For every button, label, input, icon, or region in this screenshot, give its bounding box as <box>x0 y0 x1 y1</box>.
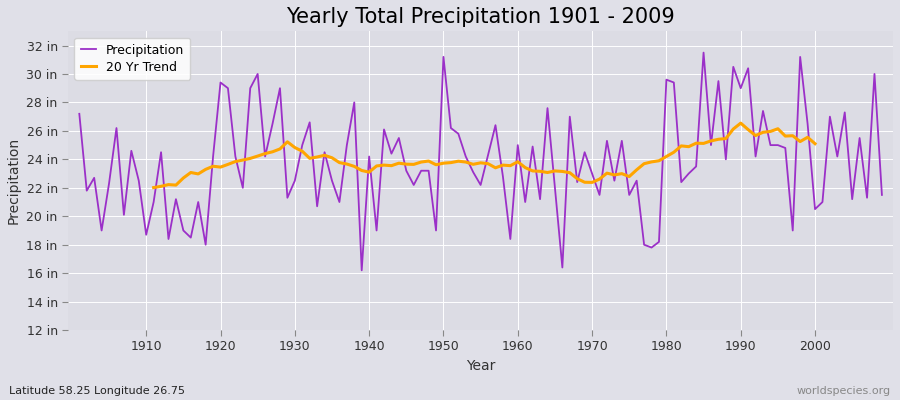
20 Yr Trend <box>698 141 709 146</box>
20 Yr Trend <box>713 137 724 142</box>
Y-axis label: Precipitation: Precipitation <box>7 137 21 224</box>
20 Yr Trend <box>788 133 798 138</box>
Precipitation <box>74 112 85 116</box>
20 Yr Trend <box>735 121 746 126</box>
Line: Precipitation: Precipitation <box>79 53 882 270</box>
20 Yr Trend <box>349 164 360 169</box>
20 Yr Trend <box>609 172 620 177</box>
X-axis label: Year: Year <box>466 359 495 373</box>
20 Yr Trend <box>810 141 821 146</box>
Text: worldspecies.org: worldspecies.org <box>796 386 891 396</box>
Precipitation <box>297 143 308 148</box>
Precipitation <box>341 143 352 148</box>
Precipitation <box>512 143 523 148</box>
Precipitation <box>698 50 709 55</box>
Precipitation <box>609 178 620 183</box>
Legend: Precipitation, 20 Yr Trend: Precipitation, 20 Yr Trend <box>75 38 190 80</box>
Line: 20 Yr Trend: 20 Yr Trend <box>154 123 815 188</box>
Precipitation <box>520 200 531 204</box>
20 Yr Trend <box>238 158 248 162</box>
20 Yr Trend <box>148 185 159 190</box>
Title: Yearly Total Precipitation 1901 - 2009: Yearly Total Precipitation 1901 - 2009 <box>286 7 675 27</box>
Text: Latitude 58.25 Longitude 26.75: Latitude 58.25 Longitude 26.75 <box>9 386 185 396</box>
Precipitation <box>356 268 367 273</box>
Precipitation <box>133 178 144 183</box>
Precipitation <box>877 192 887 197</box>
